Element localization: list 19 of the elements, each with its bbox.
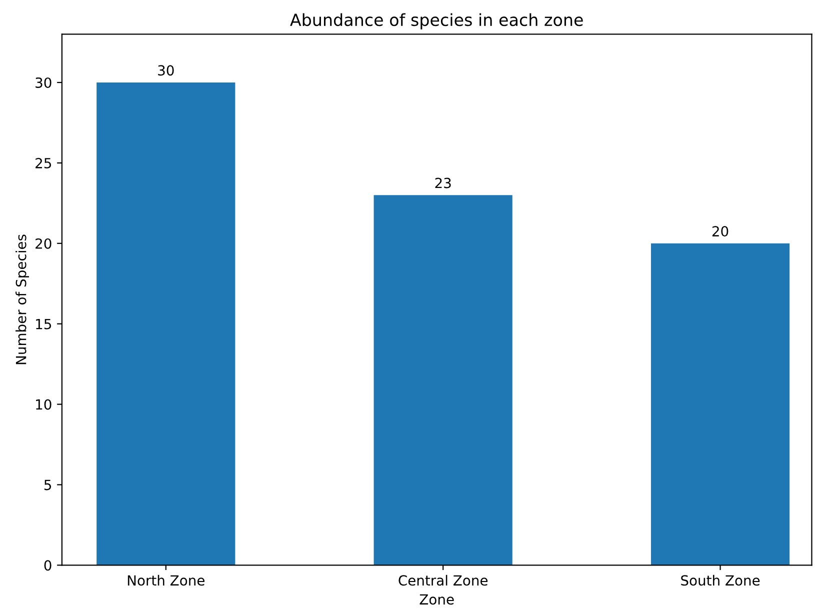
bar xyxy=(96,82,236,566)
bar xyxy=(650,243,790,566)
data-label: 23 xyxy=(435,178,451,188)
chart-title: Abundance of species in each zone xyxy=(290,13,583,30)
y-tick-label: 15 xyxy=(36,318,52,330)
y-tick-label: 30 xyxy=(36,77,52,88)
data-label: 30 xyxy=(158,65,174,76)
x-tick-label: North Zone xyxy=(128,574,204,586)
y-tick-label: 5 xyxy=(44,480,52,490)
y-axis-title: Number of Species xyxy=(16,234,29,364)
y-tick-label: 0 xyxy=(44,560,52,571)
data-label: 20 xyxy=(712,226,728,237)
y-tick-label: 10 xyxy=(36,399,52,410)
bar xyxy=(374,195,512,566)
x-tick-label: Central Zone xyxy=(398,574,488,586)
y-tick-label: 20 xyxy=(36,238,52,249)
x-axis-title: Zone xyxy=(420,594,454,605)
y-tick-label: 25 xyxy=(36,158,52,168)
x-tick-label: South Zone xyxy=(681,574,760,586)
